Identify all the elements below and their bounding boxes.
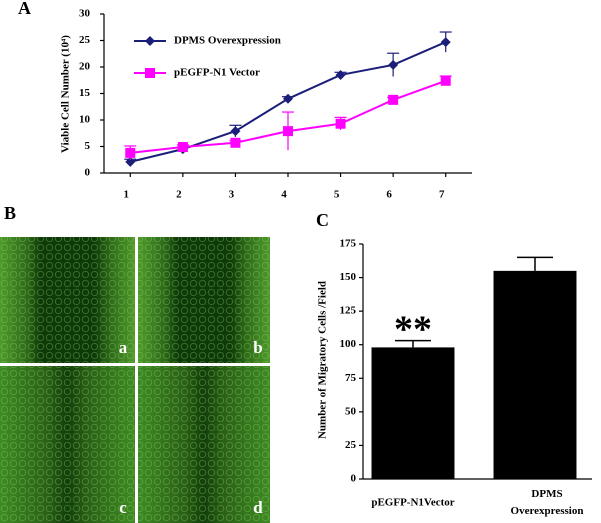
x-tick-label: 4 (281, 189, 287, 201)
bar (493, 270, 577, 479)
x-tick-label: 3 (229, 189, 235, 201)
legend-marker (145, 36, 155, 46)
data-point (283, 93, 293, 104)
y-tick-label: 25 (79, 34, 91, 46)
legend-marker (145, 68, 155, 78)
x-tick-label: 2 (176, 189, 182, 201)
data-point (335, 118, 346, 129)
y-tick-label: 20 (79, 61, 91, 73)
data-point (440, 37, 451, 48)
y-tick-label: 10 (79, 114, 91, 126)
data-point (230, 126, 241, 137)
y-tick-label: 0 (85, 167, 91, 179)
y-tick-label: 50 (345, 405, 357, 417)
x-tick-label: 1 (124, 189, 130, 201)
panel-label: C (316, 210, 329, 230)
data-point (125, 147, 136, 158)
micrograph-label: c (119, 498, 127, 517)
micrograph-label: b (253, 338, 262, 357)
panel-label: B (4, 203, 16, 223)
micrograph-label: d (253, 498, 263, 517)
y-tick-label: 100 (340, 338, 357, 350)
y-tick-label: 5 (85, 140, 91, 152)
x-tick-label: 7 (439, 189, 445, 201)
cell-texture (0, 366, 135, 523)
x-tick-label: DPMS (531, 488, 562, 500)
cell-texture (0, 237, 135, 363)
data-point (230, 137, 241, 148)
data-point (335, 69, 346, 80)
y-tick-label: 0 (351, 473, 357, 485)
y-tick-label: 125 (340, 305, 357, 317)
y-tick-label: 75 (345, 372, 357, 384)
data-point (388, 94, 399, 105)
data-point (125, 156, 136, 167)
y-tick-label: 30 (79, 8, 91, 20)
data-point (283, 126, 293, 137)
y-axis-label: Viable Cell Number (10⁴) (60, 35, 72, 153)
y-axis-label: Number of Migratory Cells /Field (317, 281, 329, 439)
data-point (177, 142, 188, 153)
significance-label: ** (394, 308, 432, 350)
y-tick-label: 175 (340, 238, 357, 250)
y-tick-label: 15 (79, 87, 91, 99)
micrograph-label: a (119, 338, 128, 357)
legend-label: pEGFP-N1 Vector (174, 67, 260, 79)
x-tick-label: pEGFP-N1Vector (371, 497, 454, 509)
data-point (440, 75, 451, 86)
cell-texture (138, 237, 270, 363)
data-point (388, 59, 399, 70)
y-tick-label: 25 (345, 439, 357, 451)
y-tick-label: 150 (340, 271, 357, 283)
x-tick-label: Overexpression (511, 505, 584, 517)
cell-texture (138, 366, 270, 523)
x-tick-label: 6 (386, 189, 392, 201)
bar (371, 347, 455, 479)
legend-label: DPMS Overexpression (174, 35, 281, 47)
panel-label: A (18, 0, 31, 18)
x-tick-label: 5 (334, 189, 340, 201)
